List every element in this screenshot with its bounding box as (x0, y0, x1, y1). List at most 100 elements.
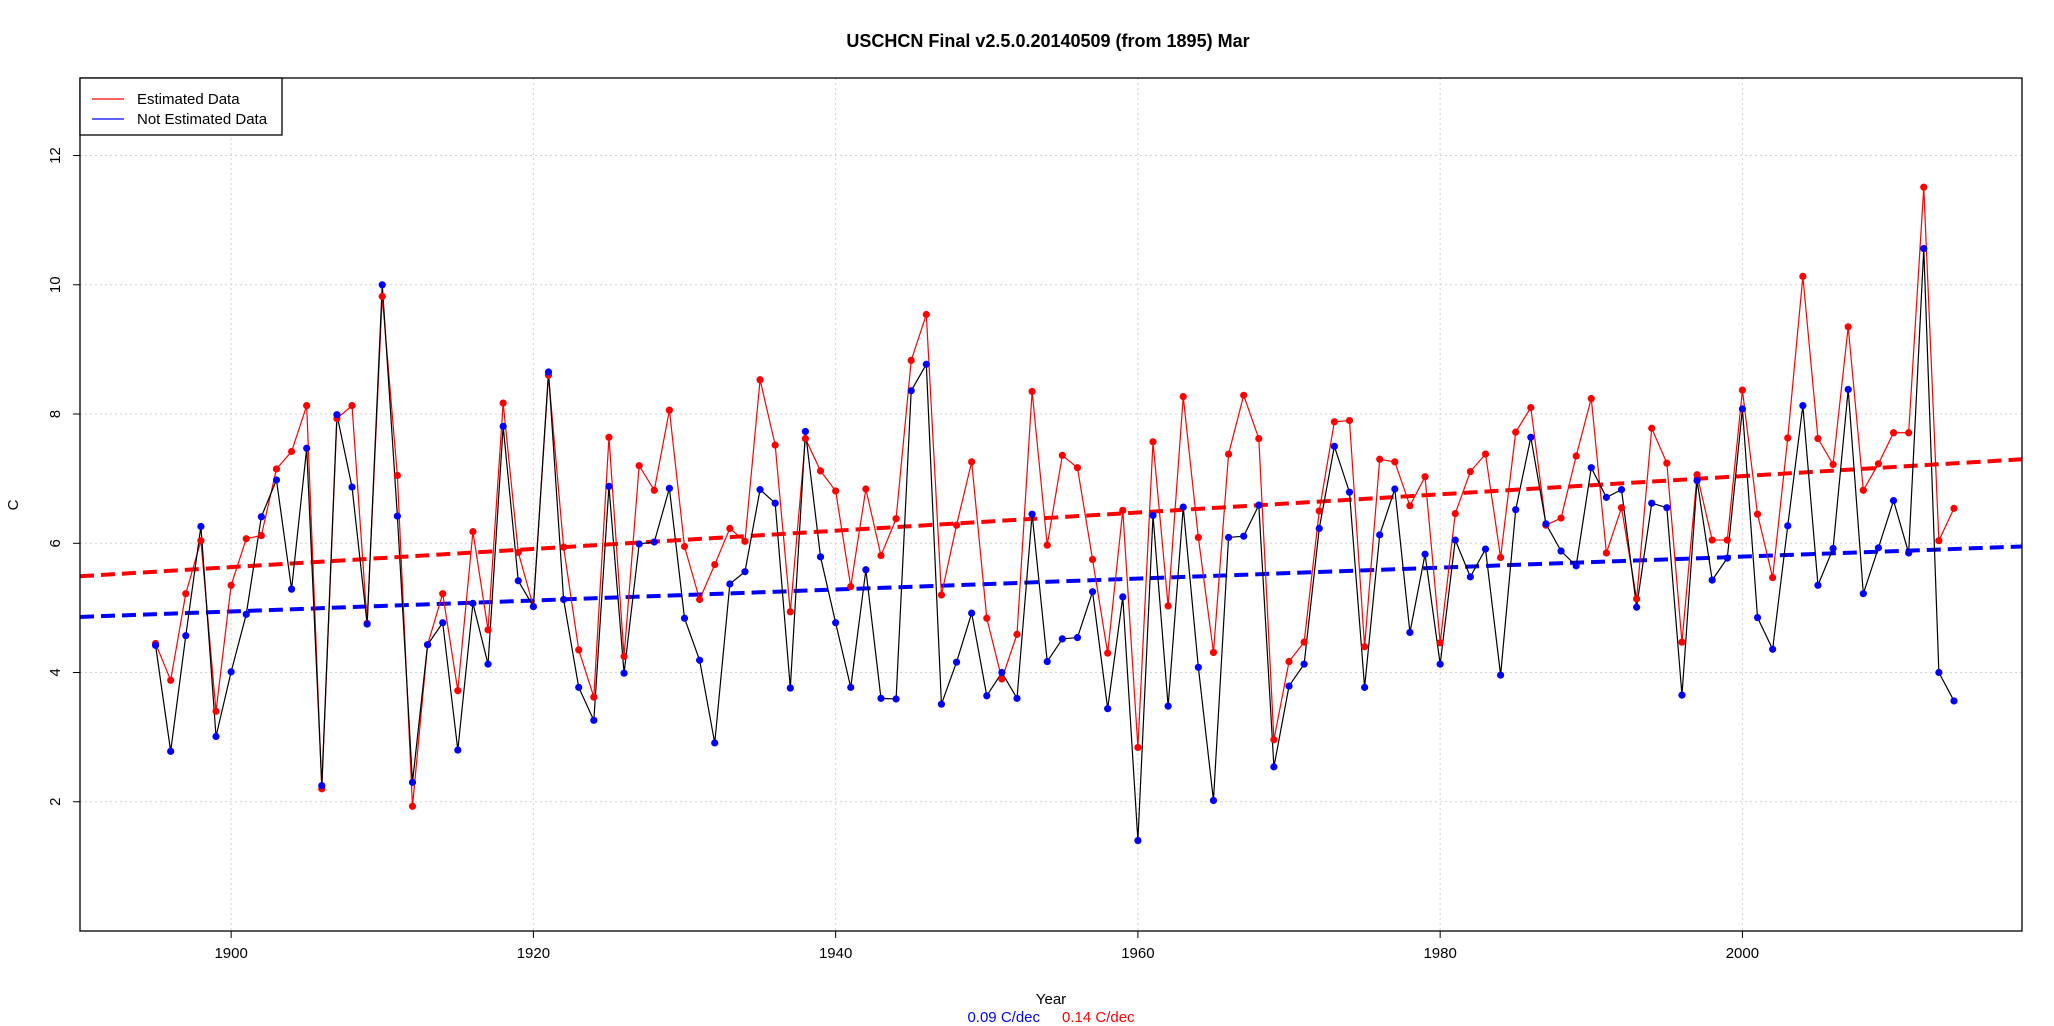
grid (80, 78, 2022, 931)
point-not-estimated (197, 522, 205, 531)
point-not-estimated (1345, 488, 1354, 496)
y-tick-label: 10 (47, 276, 64, 293)
point-estimated (1391, 458, 1399, 466)
point-not-estimated (227, 668, 235, 676)
point-estimated (680, 542, 689, 551)
point-estimated (937, 591, 946, 599)
point-estimated (1330, 418, 1338, 426)
point-not-estimated (1648, 499, 1656, 507)
point-estimated (650, 486, 658, 494)
point-not-estimated (1572, 562, 1580, 570)
point-not-estimated (1663, 504, 1671, 512)
point-not-estimated (635, 540, 643, 548)
legend-box (79, 77, 283, 136)
point-estimated (575, 646, 583, 654)
point-estimated (1678, 638, 1686, 646)
point-estimated (1829, 460, 1837, 469)
point-not-estimated (1935, 668, 1943, 677)
y-tick-label: 8 (47, 410, 64, 418)
point-estimated (499, 399, 507, 407)
point-estimated (1844, 323, 1852, 331)
point-estimated (469, 528, 477, 536)
point-not-estimated (529, 603, 537, 611)
point-not-estimated (1376, 531, 1384, 539)
point-not-estimated (726, 580, 734, 588)
point-not-estimated (1134, 836, 1142, 845)
point-estimated (1466, 467, 1474, 476)
x-tick-label: 1900 (214, 945, 247, 962)
point-estimated (1119, 506, 1127, 514)
point-not-estimated (514, 577, 522, 585)
point-not-estimated (937, 700, 946, 708)
point-estimated (182, 590, 190, 598)
point-estimated (1043, 541, 1051, 549)
point-not-estimated (1224, 533, 1233, 542)
point-estimated (1572, 452, 1580, 460)
trend-rate-not-estimated: 0.09 C/dec (967, 1009, 1040, 1026)
point-estimated (816, 467, 825, 475)
point-estimated (1935, 537, 1943, 545)
point-not-estimated (1512, 506, 1520, 514)
point-not-estimated (1119, 593, 1127, 601)
point-not-estimated (968, 609, 976, 617)
point-estimated (167, 676, 175, 684)
point-not-estimated (998, 668, 1006, 677)
point-not-estimated (1889, 497, 1898, 505)
point-estimated (1950, 504, 1958, 512)
point-not-estimated (423, 641, 432, 649)
legend-label-not-estimated: Not Estimated Data (137, 111, 268, 128)
point-not-estimated (952, 658, 961, 666)
point-not-estimated (1255, 501, 1263, 509)
point-estimated (847, 582, 855, 591)
point-not-estimated (1557, 547, 1565, 555)
legend-label-estimated: Estimated Data (137, 91, 240, 108)
point-estimated (1300, 638, 1308, 646)
point-estimated (1013, 630, 1021, 638)
point-estimated (1753, 510, 1762, 518)
point-not-estimated (756, 486, 764, 494)
point-not-estimated (1436, 660, 1444, 668)
point-estimated (968, 458, 976, 466)
point-estimated (862, 485, 870, 493)
point-not-estimated (1240, 532, 1248, 540)
point-estimated (1360, 643, 1369, 651)
point-not-estimated (484, 660, 492, 668)
point-estimated (484, 626, 492, 634)
point-estimated (1058, 451, 1066, 459)
point-not-estimated (499, 422, 507, 430)
point-estimated (1255, 434, 1263, 443)
point-not-estimated (832, 619, 840, 627)
point-estimated (1889, 429, 1898, 437)
point-not-estimated (801, 427, 810, 436)
point-not-estimated (1633, 603, 1641, 611)
point-estimated (514, 548, 522, 556)
x-tick-label: 1920 (517, 945, 550, 962)
point-estimated (1104, 649, 1112, 657)
point-estimated (1874, 460, 1883, 468)
point-estimated (1497, 553, 1505, 562)
x-axis-label: Year (1036, 991, 1066, 1008)
point-not-estimated (257, 513, 265, 521)
point-estimated (242, 535, 250, 543)
point-estimated (1376, 455, 1384, 463)
y-tick-label: 6 (47, 539, 64, 547)
point-not-estimated (1391, 485, 1399, 493)
point-not-estimated (1769, 645, 1777, 653)
point-estimated (1527, 403, 1535, 412)
point-not-estimated (1360, 683, 1369, 691)
point-not-estimated (1950, 697, 1958, 705)
point-not-estimated (1678, 691, 1686, 699)
point-not-estimated (1300, 660, 1308, 668)
point-estimated (998, 675, 1006, 683)
point-estimated (1920, 183, 1928, 191)
point-not-estimated (378, 281, 386, 289)
point-estimated (1814, 434, 1822, 443)
point-not-estimated (303, 444, 311, 452)
point-not-estimated (1617, 486, 1626, 494)
point-not-estimated (786, 684, 794, 692)
point-estimated (348, 402, 356, 410)
point-estimated (212, 707, 220, 715)
point-not-estimated (1315, 524, 1323, 533)
point-estimated (1164, 602, 1172, 610)
point-estimated (696, 595, 704, 604)
